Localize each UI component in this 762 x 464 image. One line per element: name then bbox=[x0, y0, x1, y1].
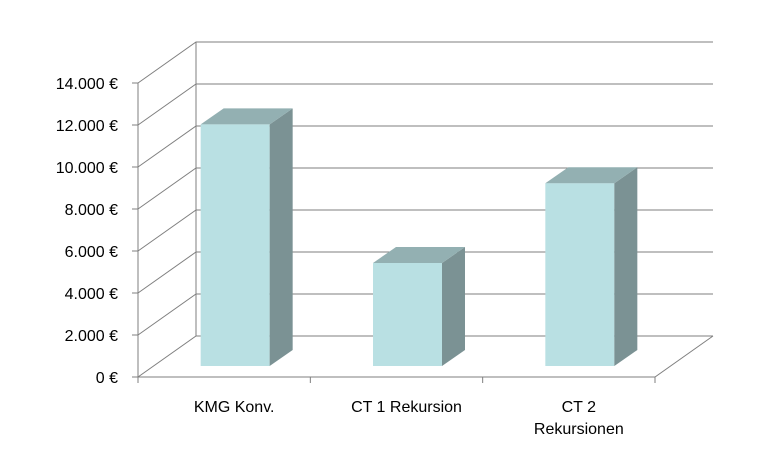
y-tick-label: 6.000 € bbox=[65, 244, 118, 261]
x-axis-tick-labels: KMG Konv. CT 1 Rekursion CT 2 Rekursionen bbox=[194, 399, 624, 438]
bar-side bbox=[269, 108, 293, 367]
bar-top bbox=[373, 247, 465, 263]
bar bbox=[545, 167, 638, 366]
y-tick-label: 12.000 € bbox=[56, 118, 118, 135]
gridline bbox=[137, 83, 713, 126]
bar-side bbox=[614, 167, 638, 366]
bar-front bbox=[373, 263, 442, 366]
bar-front bbox=[545, 183, 615, 366]
bar-front bbox=[200, 124, 270, 367]
y-axis-tick-labels: 0 € 2.000 € 4.000 € 6.000 € 8.000 € 10.000 € 1… bbox=[56, 76, 118, 387]
gridline bbox=[137, 335, 713, 378]
x-tick-label: CT 1 Rekursion bbox=[351, 399, 462, 416]
y-tick-label: 0 € bbox=[96, 370, 118, 387]
gridline bbox=[137, 209, 713, 252]
gridline bbox=[137, 167, 713, 210]
bar bbox=[200, 108, 293, 367]
gridline bbox=[137, 293, 713, 336]
y-tick-label: 2.000 € bbox=[65, 328, 118, 345]
y-tick-label: 14.000 € bbox=[56, 76, 118, 93]
bar-top bbox=[545, 167, 638, 184]
bar-top bbox=[200, 108, 293, 125]
x-tick-label: KMG Konv. bbox=[194, 399, 275, 416]
x-tick-label: CT 2 bbox=[562, 399, 596, 416]
gridlines bbox=[132, 41, 713, 383]
gridline bbox=[137, 125, 713, 168]
gridline bbox=[137, 41, 713, 84]
gridline bbox=[137, 251, 713, 294]
y-tick-label: 4.000 € bbox=[65, 286, 118, 303]
x-tick-label: Rekursionen bbox=[534, 421, 624, 438]
bars bbox=[200, 108, 638, 367]
y-tick-label: 8.000 € bbox=[65, 202, 118, 219]
bar-side bbox=[442, 247, 465, 366]
bar bbox=[373, 247, 465, 366]
y-tick-label: 10.000 € bbox=[56, 160, 118, 177]
